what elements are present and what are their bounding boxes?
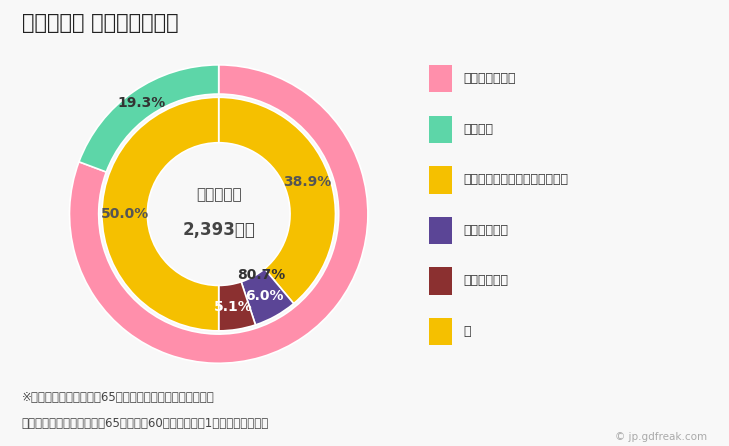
- Text: 5.1%: 5.1%: [214, 300, 253, 314]
- Wedge shape: [69, 65, 368, 363]
- Text: 50.0%: 50.0%: [101, 207, 149, 221]
- Wedge shape: [241, 269, 294, 325]
- Text: © jp.gdfreak.com: © jp.gdfreak.com: [615, 432, 707, 442]
- Wedge shape: [79, 65, 219, 172]
- Wedge shape: [219, 282, 255, 331]
- Text: 19.3%: 19.3%: [118, 96, 166, 111]
- Wedge shape: [219, 97, 335, 304]
- Text: 6.0%: 6.0%: [245, 289, 284, 303]
- Text: 80.7%: 80.7%: [237, 268, 285, 282]
- Text: 一般世帯数: 一般世帯数: [196, 187, 241, 202]
- Bar: [429, 116, 452, 143]
- Bar: [429, 166, 452, 194]
- Text: 38.9%: 38.9%: [283, 175, 331, 189]
- Text: 「高齢夫婦世帯」とは夫65歳以上妻60歳以上の夫婦1組のみの一般世帯: 「高齢夫婦世帯」とは夫65歳以上妻60歳以上の夫婦1組のみの一般世帯: [22, 417, 269, 430]
- Text: 高齢夫婦世帯: 高齢夫婦世帯: [464, 274, 509, 288]
- Bar: [429, 217, 452, 244]
- Bar: [429, 267, 452, 295]
- Bar: [429, 65, 452, 92]
- Text: ※「高齢単身世帯」とは65歳以上の人一人のみの一般世帯: ※「高齢単身世帯」とは65歳以上の人一人のみの一般世帯: [22, 391, 214, 404]
- Bar: [429, 318, 452, 345]
- Wedge shape: [102, 97, 219, 331]
- Text: 高齢単身世帯: 高齢単身世帯: [464, 224, 509, 237]
- Text: ２０２０年 田舎館村の世帯: ２０２０年 田舎館村の世帯: [22, 13, 179, 33]
- Text: 2,393世帯: 2,393世帯: [182, 221, 255, 240]
- Text: 二人以上の世帯: 二人以上の世帯: [464, 72, 516, 85]
- Text: 計: 計: [464, 325, 471, 338]
- Text: 高齢単身・高齢夫婦以外の世帯: 高齢単身・高齢夫婦以外の世帯: [464, 173, 569, 186]
- Text: 単身世帯: 単身世帯: [464, 123, 494, 136]
